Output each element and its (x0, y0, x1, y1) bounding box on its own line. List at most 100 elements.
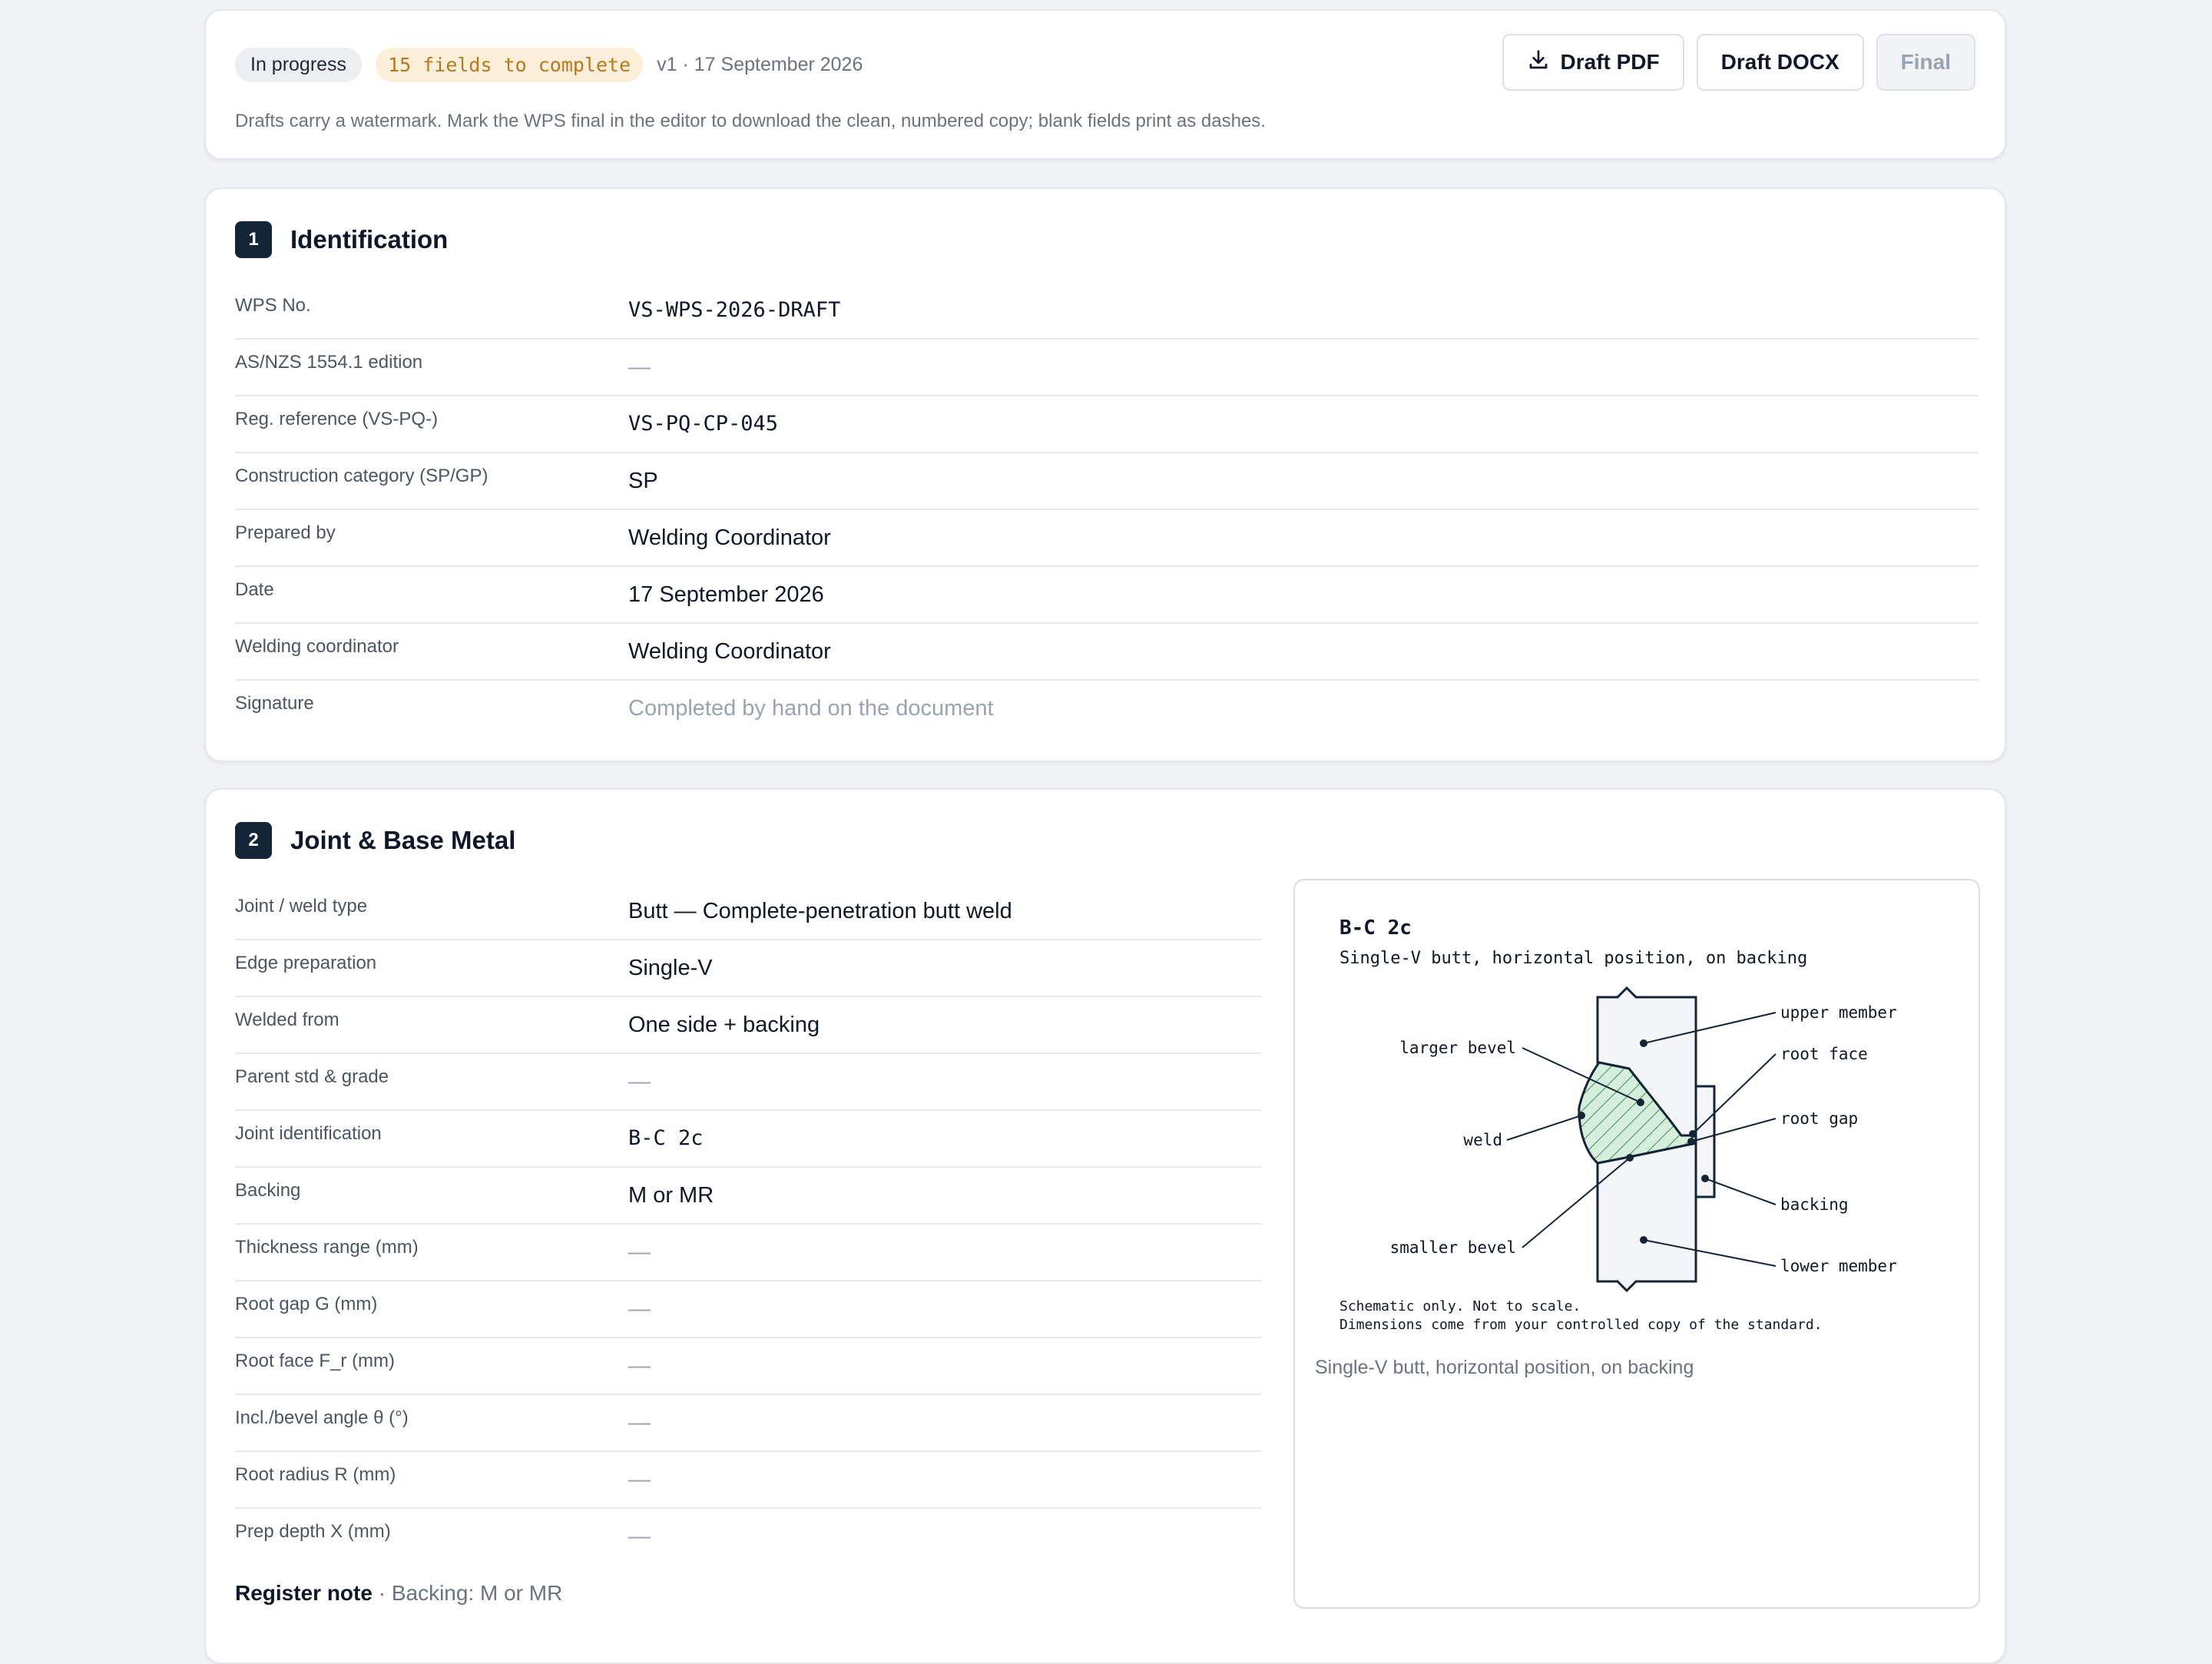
field-row-welding-coordinator[interactable]: Welding coordinator Welding Coordinator (235, 624, 1979, 681)
field-value: SP (628, 469, 658, 493)
label-root-gap: root gap (1780, 1109, 1858, 1128)
label-backing: backing (1780, 1195, 1849, 1214)
download-icon (1527, 48, 1550, 77)
field-label: Welding coordinator (235, 636, 399, 657)
status-card: In progress 15 fields to complete v1 · 1… (204, 9, 2006, 160)
field-label: Edge preparation (235, 953, 377, 973)
field-label: Construction category (SP/GP) (235, 466, 488, 486)
lower-member-shape (1596, 1142, 1697, 1293)
identification-fields: WPS No. VS-WPS-2026-DRAFT AS/NZS 1554.1 … (235, 283, 1979, 738)
field-row-backing[interactable]: Backing M or MR (235, 1168, 1261, 1225)
draft-docx-button[interactable]: Draft DOCX (1696, 34, 1864, 91)
field-label: Joint identification (235, 1123, 382, 1144)
field-value: — (628, 1354, 651, 1378)
label-upper-member: upper member (1780, 1003, 1897, 1022)
field-value: — (628, 1410, 651, 1435)
section-header: 2 Joint & Base Metal (235, 822, 515, 859)
field-label: Prepared by (235, 522, 336, 543)
field-row-edition[interactable]: AS/NZS 1554.1 edition — (235, 340, 1979, 396)
field-label: Reg. reference (VS-PQ-) (235, 409, 439, 429)
field-label: AS/NZS 1554.1 edition (235, 352, 423, 373)
draft-pdf-label: Draft PDF (1560, 50, 1660, 74)
field-label: Root gap G (mm) (235, 1294, 378, 1314)
field-label: Root radius R (mm) (235, 1464, 396, 1485)
label-weld: weld (1463, 1131, 1502, 1149)
field-row-parent-grade[interactable]: Parent std & grade — (235, 1054, 1261, 1111)
field-row-thickness-range[interactable]: Thickness range (mm) — (235, 1225, 1261, 1281)
download-actions: Draft PDF Draft DOCX Final (1502, 34, 1975, 91)
diagram-subtitle: Single-V butt, horizontal position, on b… (1339, 949, 1807, 968)
field-row-joint-type[interactable]: Joint / weld type Butt — Complete-penetr… (235, 883, 1261, 940)
field-row-reg-reference[interactable]: Reg. reference (VS-PQ-) VS-PQ-CP-045 (235, 396, 1979, 453)
field-label: Parent std & grade (235, 1066, 389, 1087)
field-row-root-radius[interactable]: Root radius R (mm) — (235, 1452, 1261, 1509)
field-value: Welding Coordinator (628, 525, 831, 550)
field-row-root-face[interactable]: Root face F_r (mm) — (235, 1338, 1261, 1395)
field-row-prepared-by[interactable]: Prepared by Welding Coordinator (235, 510, 1979, 567)
field-row-joint-identification[interactable]: Joint identification B-C 2c (235, 1111, 1261, 1168)
field-label: WPS No. (235, 295, 311, 316)
field-row-wps-no[interactable]: WPS No. VS-WPS-2026-DRAFT (235, 283, 1979, 340)
field-row-prep-depth[interactable]: Prep depth X (mm) — (235, 1509, 1261, 1566)
field-label: Date (235, 579, 274, 600)
field-row-welded-from[interactable]: Welded from One side + backing (235, 997, 1261, 1054)
status-line: In progress 15 fields to complete v1 · 1… (235, 48, 863, 82)
identification-section: 1 Identification WPS No. VS-WPS-2026-DRA… (204, 187, 2006, 762)
joint-base-metal-section: 2 Joint & Base Metal Joint / weld type B… (204, 788, 2006, 1664)
field-value: Completed by hand on the document (628, 696, 994, 721)
field-row-bevel-angle[interactable]: Incl./bevel angle θ (°) — (235, 1395, 1261, 1452)
field-label: Signature (235, 693, 314, 714)
draft-hint: Drafts carry a watermark. Mark the WPS f… (235, 111, 1266, 131)
section-number: 2 (235, 822, 272, 859)
field-value: — (628, 1467, 651, 1492)
draft-docx-label: Draft DOCX (1720, 50, 1839, 74)
field-value: Welding Coordinator (628, 639, 831, 664)
version-date: v1 · 17 September 2026 (657, 54, 863, 75)
field-value: B-C 2c (628, 1126, 704, 1150)
field-value: VS-PQ-CP-045 (628, 412, 779, 436)
field-label: Joint / weld type (235, 896, 368, 917)
field-label: Backing (235, 1180, 301, 1201)
label-lower-member: lower member (1780, 1257, 1897, 1275)
register-note-text: Backing: M or MR (391, 1581, 563, 1605)
field-label: Thickness range (mm) (235, 1237, 419, 1258)
field-value: — (628, 1069, 651, 1094)
final-button[interactable]: Final (1876, 34, 1975, 91)
field-row-date[interactable]: Date 17 September 2026 (235, 567, 1979, 624)
diagram-code: B-C 2c (1339, 917, 1412, 940)
field-value: — (628, 355, 651, 380)
field-value: Butt — Complete-penetration butt weld (628, 899, 1012, 923)
draft-pdf-button[interactable]: Draft PDF (1502, 34, 1684, 91)
section-number: 1 (235, 221, 272, 258)
field-row-root-gap[interactable]: Root gap G (mm) — (235, 1281, 1261, 1338)
field-label: Root face F_r (mm) (235, 1351, 396, 1371)
field-value: — (628, 1297, 651, 1321)
diagram-footnote-scale: Schematic only. Not to scale. (1339, 1298, 1581, 1314)
field-row-signature: Signature Completed by hand on the docum… (235, 681, 1979, 738)
label-root-face: root face (1780, 1045, 1868, 1063)
field-row-construction-category[interactable]: Construction category (SP/GP) SP (235, 453, 1979, 510)
field-row-edge-preparation[interactable]: Edge preparation Single-V (235, 940, 1261, 997)
field-label: Incl./bevel angle θ (°) (235, 1407, 409, 1428)
register-note-label: Register note (235, 1581, 373, 1605)
joint-diagram: B-C 2c Single-V butt, horizontal positio… (1339, 917, 1897, 1333)
section-title: Joint & Base Metal (290, 826, 516, 854)
section-title: Identification (290, 225, 449, 254)
fields-remaining-badge: 15 fields to complete (376, 48, 644, 82)
status-badge: In progress (235, 48, 363, 82)
section-header: 1 Identification (235, 221, 448, 258)
register-note: Register note · Backing: M or MR (235, 1581, 562, 1606)
field-value: Single-V (628, 956, 713, 980)
field-value: — (628, 1524, 651, 1549)
joint-diagram-panel: B-C 2c Single-V butt, horizontal positio… (1293, 879, 1980, 1609)
label-larger-bevel: larger bevel (1399, 1039, 1516, 1057)
register-note-separator: · (372, 1581, 392, 1605)
diagram-footnote-dimensions: Dimensions come from your controlled cop… (1339, 1317, 1823, 1333)
field-value: 17 September 2026 (628, 582, 824, 607)
final-label: Final (1900, 50, 1951, 74)
field-value: — (628, 1240, 651, 1265)
field-value: M or MR (628, 1183, 714, 1208)
joint-fields: Joint / weld type Butt — Complete-penetr… (235, 883, 1261, 1566)
field-value: VS-WPS-2026-DRAFT (628, 298, 841, 322)
